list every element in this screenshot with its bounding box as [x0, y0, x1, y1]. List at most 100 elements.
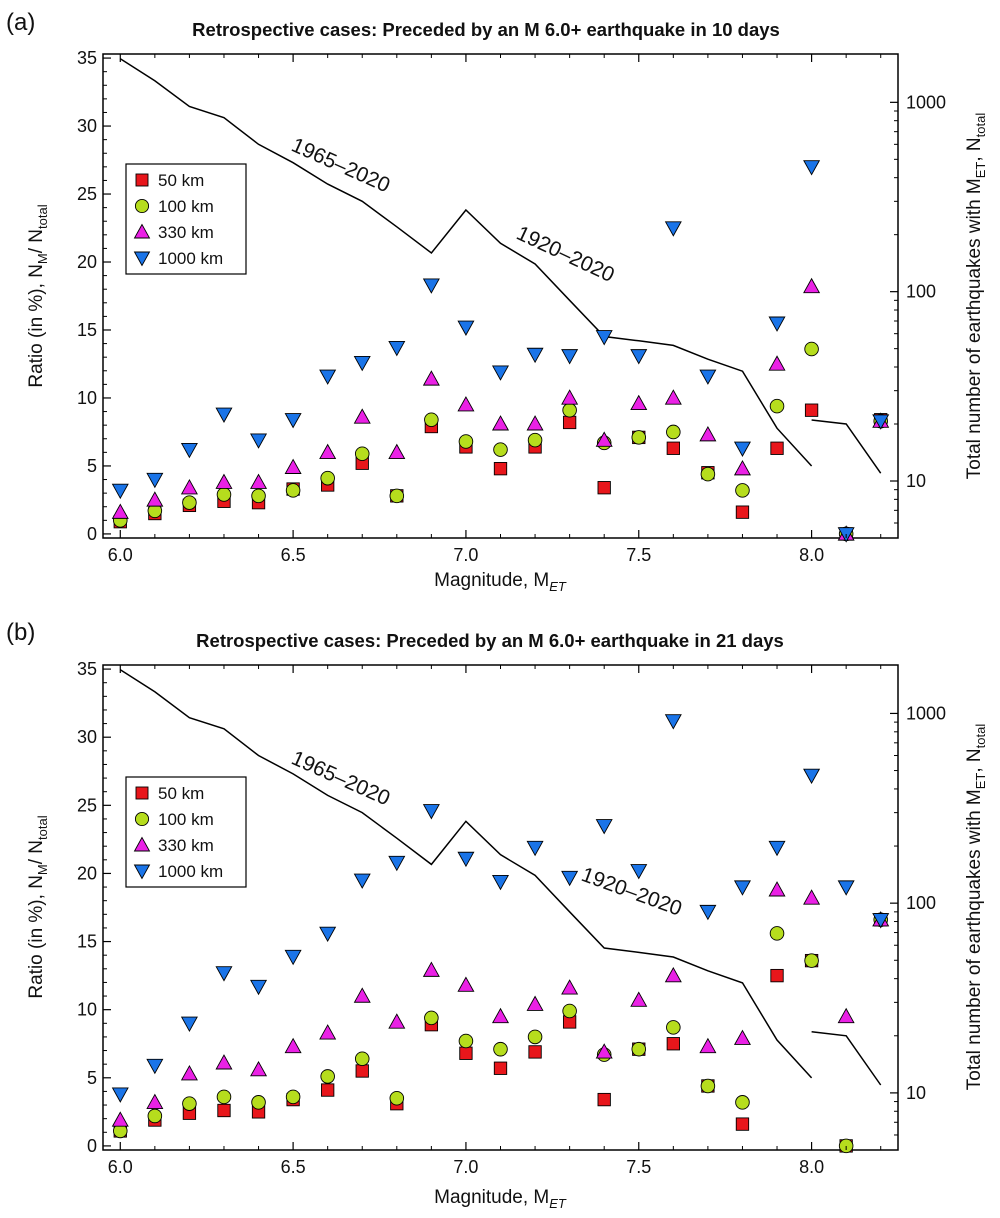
- panel-b-x-tick-label: 7.5: [626, 1157, 651, 1177]
- panel-b-y-tick-label: 5: [87, 1068, 97, 1088]
- panel-a-point-1000km: [319, 369, 337, 385]
- panel-a-curve-1965-2020: [119, 58, 813, 467]
- panel-a-point-100km: [320, 470, 335, 486]
- panel-a-point-1000km: [699, 369, 717, 385]
- panel-a-point-100km: [354, 446, 370, 461]
- panel-a-legend-marker-1000km: [133, 251, 151, 267]
- panel-b-y-tick-label: 0: [87, 1136, 97, 1156]
- panel-a-x-tick-label: 6.5: [281, 545, 306, 565]
- panel-b-point-100km: [285, 1089, 301, 1105]
- panel-b-point-100km: [631, 1041, 647, 1057]
- panel-b-y-tick-label: 30: [77, 727, 97, 747]
- panel-b-point-100km: [354, 1051, 370, 1066]
- panel-b-y2-axis-label: Total number of earthquakes with MET, Nt…: [964, 724, 988, 1091]
- panel-b-point-50km: [528, 1045, 542, 1059]
- panel-a-y-axis-label: Ratio (in %), NM/ Ntotal: [26, 204, 50, 387]
- panel-b-point-50km: [459, 1046, 473, 1060]
- panel-b-point-100km: [804, 953, 819, 968]
- panel-b-point-1000km: [422, 804, 440, 820]
- panel-a-point-100km: [631, 430, 647, 445]
- panel-b-point-100km: [666, 1020, 681, 1035]
- panel-b-point-1000km: [146, 1058, 164, 1075]
- panel-b-point-100km: [182, 1096, 197, 1111]
- panel-b-point-100km: [527, 1029, 543, 1045]
- panel-b-legend-label-50km: 50 km: [158, 784, 204, 803]
- panel-a-y-ticks: 0 5 10 15 20 25 30 35: [77, 48, 111, 544]
- panel-b-curve-label-1965-2020: 1965–2020: [288, 747, 393, 811]
- panel-b-point-100km: [147, 1108, 163, 1124]
- panel-b-point-330km: [561, 979, 579, 995]
- panel-a-point-330km: [457, 396, 475, 412]
- panel-a-point-1000km: [664, 221, 682, 237]
- panel-b-y-axis-label: Ratio (in %), NM/ Ntotal: [26, 815, 50, 998]
- panel-b-point-330km: [180, 1065, 198, 1081]
- panel-a-point-50km: [597, 481, 611, 495]
- panel-b-point-100km: [562, 1003, 577, 1019]
- panel-a-point-330km: [526, 415, 544, 431]
- panel-b-point-50km: [735, 1117, 750, 1131]
- panel-b-point-1000km: [388, 855, 406, 872]
- panel-a-point-1000km: [491, 365, 510, 381]
- panel-b-point-1000km: [250, 979, 268, 996]
- panel-a-point-330km: [250, 473, 268, 489]
- panel-b-legend-marker-100km: [134, 811, 150, 827]
- panel-a-x-tick-label: 7.0: [453, 545, 478, 565]
- panel-a-point-1000km: [422, 278, 440, 294]
- panel-b-point-100km: [700, 1078, 716, 1094]
- panel-b-point-330km: [388, 1013, 406, 1029]
- panel-b-x-tick-label: 7.0: [453, 1157, 478, 1177]
- panel-b-x-tick-label: 6.0: [108, 1157, 133, 1177]
- panel-b-point-330km: [215, 1054, 233, 1070]
- panel-a-y2-axis-label: Total number of earthquakes with MET, Nt…: [964, 113, 988, 480]
- panel-a-x-ticks: 6.0 6.5 7.0 7.5 8.0: [108, 54, 882, 565]
- panel-a-point-330km: [353, 408, 371, 424]
- panel-b-point-1000km: [837, 880, 855, 896]
- panel-b-point-1000km: [803, 768, 821, 785]
- panel-a-y2-tick-label: 1000: [906, 92, 946, 112]
- panel-b-curve-1920-2020: [811, 1031, 882, 1086]
- panel-a-y2-tick-label: 10: [906, 471, 926, 491]
- panel-b-label: (b): [6, 619, 35, 646]
- panel-a-point-100km: [666, 424, 681, 440]
- panel-a-point-330km: [664, 389, 682, 405]
- panel-b-y-ticks: 0 5 10 15 20 25 30 35: [77, 659, 111, 1156]
- panel-a-point-50km: [493, 462, 508, 476]
- panel-a-point-1000km: [768, 316, 786, 332]
- panel-a-point-1000km: [803, 160, 821, 176]
- panel-b-point-100km: [458, 1033, 474, 1049]
- panel-b-curve-label-1920-2020: 1920–2020: [578, 863, 685, 921]
- panel-b-point-1000km: [491, 874, 510, 891]
- panel-a-point-1000km: [215, 407, 233, 423]
- panel-a-legend-marker-50km: [135, 173, 149, 187]
- panel-a-point-1000km: [353, 355, 371, 372]
- panel-b: (b) Retrospective cases: Preceded by an …: [6, 619, 988, 1211]
- panel-b-point-100km: [389, 1090, 405, 1106]
- panel-a-points: [111, 160, 890, 543]
- panel-b-point-330km: [733, 1029, 751, 1045]
- panel-b-point-100km: [769, 926, 785, 941]
- panel-a-legend-label-1000km: 1000 km: [158, 249, 223, 268]
- panel-b-point-330km: [699, 1037, 717, 1054]
- panel-a-point-1000km: [146, 472, 164, 489]
- panel-b-y-tick-label: 35: [77, 659, 97, 679]
- panel-a-point-330km: [284, 458, 302, 474]
- panel-b-point-1000km: [664, 714, 682, 730]
- panel-b-point-100km: [735, 1095, 750, 1110]
- panel-a-point-100km: [527, 432, 543, 448]
- panel-b-point-50km: [355, 1064, 369, 1078]
- panel-a-point-1000km: [111, 483, 129, 500]
- panel-a-curve-1920-2020: [811, 419, 882, 474]
- panel-b-point-330km: [319, 1024, 337, 1040]
- panel-a-point-1000km: [733, 441, 751, 457]
- panel-a-point-330km: [733, 459, 751, 476]
- panel-a-point-330km: [630, 394, 648, 411]
- panel-a-point-1000km: [457, 320, 475, 336]
- panel-a-legend: 50 km 100 km 330 km 1000 km: [125, 163, 247, 275]
- panel-a-y-tick-label: 35: [77, 48, 97, 68]
- panel-a-x-tick-label: 8.0: [799, 545, 824, 565]
- panel-b-point-100km: [216, 1089, 232, 1105]
- panel-b-point-330km: [422, 961, 440, 977]
- panel-b-point-100km: [493, 1041, 508, 1057]
- panel-b-point-330km: [250, 1060, 268, 1077]
